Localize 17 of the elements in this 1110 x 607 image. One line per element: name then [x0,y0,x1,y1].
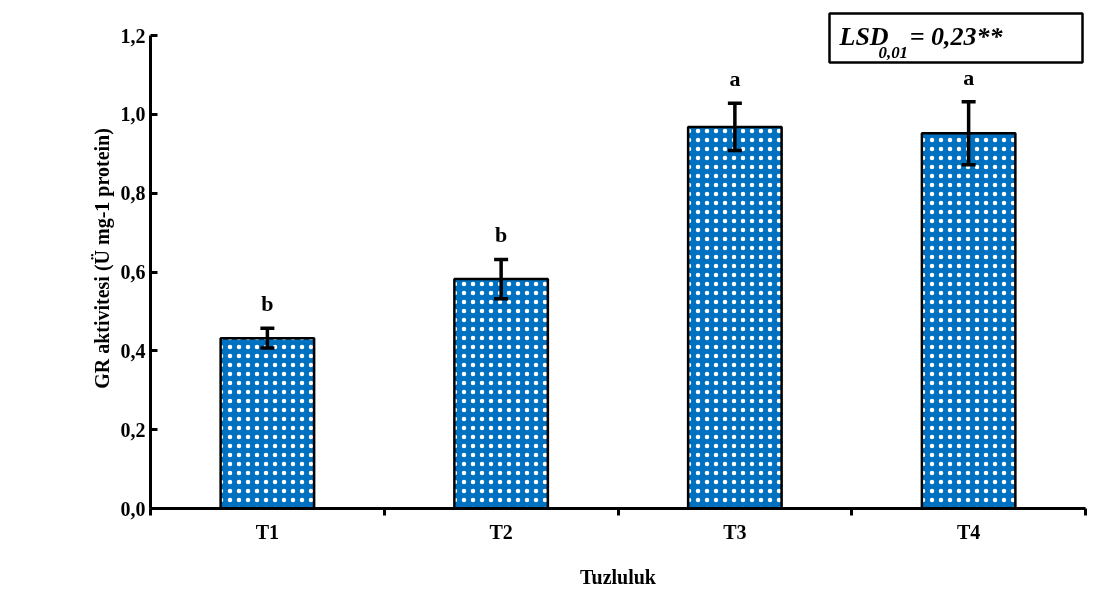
annotation: a [963,64,975,90]
y-tick-label: 1,2 [120,24,146,47]
annotation: b [261,291,274,317]
annotation: b [495,222,508,248]
y-tick-label: 0,2 [120,418,146,441]
x-tick-label: T1 [255,520,280,543]
y-tick-label: 0,4 [120,339,146,362]
annotation: a [729,66,741,92]
y-axis-title: GR aktivitesi (Ü mg-1 protein) [90,128,114,389]
y-tick-label: 0,0 [120,497,146,520]
x-tick-label: T4 [956,520,981,543]
y-tick-label: 0,8 [120,182,146,205]
x-tick-label: T2 [489,520,513,543]
y-tick-label: 0,6 [120,261,146,283]
x-tick-label: T3 [723,520,747,543]
x-axis-title: Tuzluluk [580,565,657,588]
y-tick-label: 1,0 [120,103,146,126]
